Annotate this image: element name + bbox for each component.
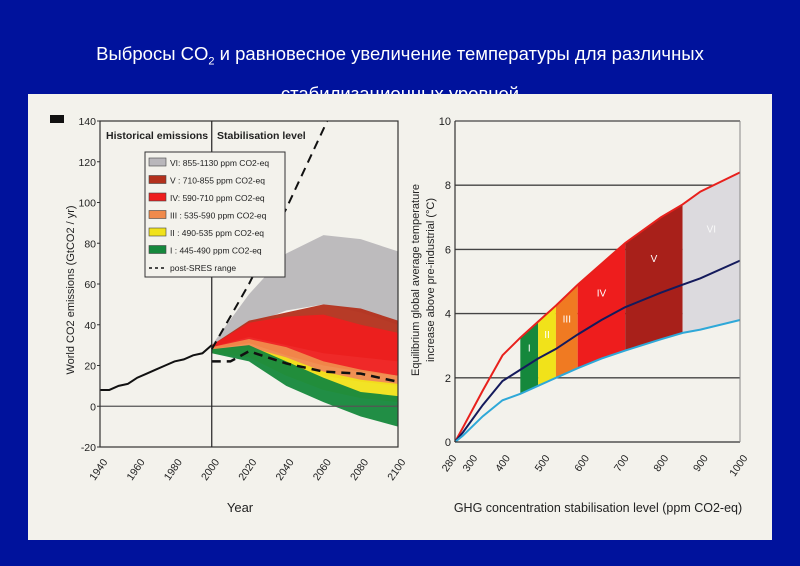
legend-label: post-SRES range bbox=[170, 263, 236, 273]
y-tick-label: 20 bbox=[84, 361, 96, 373]
y-axis-title-line1: Equilibrium global average temperature bbox=[410, 184, 422, 376]
y-axis-title: World CO2 emissions (GtCO2 / yr) bbox=[65, 205, 77, 374]
section-label-historical: Historical emissions bbox=[106, 130, 208, 142]
legend-swatch bbox=[148, 245, 167, 254]
section-label-stabilisation: Stabilisation level bbox=[217, 130, 306, 142]
band-I bbox=[520, 321, 539, 394]
x-tick-label: 400 bbox=[493, 453, 513, 474]
x-tick-label: 1980 bbox=[162, 457, 185, 483]
band-label: I bbox=[528, 344, 531, 355]
legend-swatch bbox=[148, 157, 167, 167]
y-axis-title-line2: increase above pre-industrial (°C) bbox=[425, 198, 437, 362]
legend-label: III : 535-590 ppm CO2-eq bbox=[170, 211, 267, 221]
x-axis-title: Year bbox=[227, 500, 254, 515]
legend: VI: 855-1130 ppm CO2-eq V : 710-855 ppm C… bbox=[144, 151, 286, 278]
x-tick-label: 2040 bbox=[273, 457, 296, 483]
legend-swatch bbox=[148, 192, 167, 202]
y-tick-label: 80 bbox=[84, 238, 96, 250]
legend-label: II : 490-535 ppm CO2-eq bbox=[170, 228, 264, 238]
x-axis-title: GHG concentration stabilisation level (p… bbox=[454, 501, 742, 515]
band-IV bbox=[211, 314, 398, 376]
historical-emissions-line bbox=[100, 344, 213, 391]
band-II bbox=[538, 305, 556, 386]
x-tick-label: 280 bbox=[440, 453, 460, 474]
y-tick-label: 140 bbox=[78, 116, 96, 128]
curve-best-estimate bbox=[454, 259, 741, 443]
band-VI bbox=[682, 172, 740, 333]
y-tick-label: 100 bbox=[78, 198, 96, 210]
y-tick-label: -20 bbox=[81, 442, 96, 454]
black-marker bbox=[50, 115, 64, 123]
band-V bbox=[625, 204, 683, 351]
legend-swatch bbox=[148, 227, 167, 237]
x-tick-label: 2000 bbox=[199, 457, 222, 483]
y-tick-label: 0 bbox=[90, 401, 96, 413]
band-label: V bbox=[651, 254, 658, 265]
y-tick-label: 60 bbox=[84, 279, 96, 291]
legend-label: VI: 855-1130 ppm CO2-eq bbox=[170, 158, 269, 168]
band-label: II bbox=[544, 330, 550, 341]
title-line-1: Выбросы CO2 и равновесное увеличение тем… bbox=[96, 43, 704, 68]
y-tick-label: 2 bbox=[445, 373, 451, 385]
x-tick-label: 600 bbox=[572, 453, 592, 474]
x-tick-label: 300 bbox=[460, 453, 480, 474]
band-VI bbox=[211, 235, 398, 346]
x-tick-label: 2060 bbox=[311, 457, 334, 483]
x-tick-label: 800 bbox=[651, 453, 671, 474]
x-tick-label: 1000 bbox=[727, 453, 750, 479]
y-tick-label: 8 bbox=[445, 180, 451, 192]
x-tick-label: 2080 bbox=[348, 457, 371, 483]
legend-swatch bbox=[148, 210, 167, 219]
band-label: VI bbox=[707, 225, 716, 236]
legend-swatch bbox=[148, 175, 167, 184]
x-tick-label: 2020 bbox=[236, 457, 259, 483]
x-tick-label: 1940 bbox=[87, 457, 110, 483]
x-tick-label: 500 bbox=[533, 453, 553, 474]
x-tick-label: 700 bbox=[612, 453, 632, 474]
band-label: IV bbox=[597, 288, 607, 299]
legend-box bbox=[144, 151, 286, 278]
x-tick-label: 900 bbox=[691, 453, 711, 474]
legend-label: IV: 590-710 ppm CO2-eq bbox=[170, 193, 265, 203]
x-tick-label: 2100 bbox=[385, 457, 408, 483]
y-tick-label: 6 bbox=[445, 244, 451, 256]
band-label: III bbox=[563, 314, 571, 325]
band-IV bbox=[577, 242, 626, 369]
curve-lower bbox=[454, 319, 741, 443]
legend-label: V : 710-855 ppm CO2-eq bbox=[170, 176, 265, 186]
post-sres-upper-line bbox=[210, 120, 329, 350]
band-III bbox=[555, 284, 578, 378]
curve-upper bbox=[454, 171, 741, 443]
x-tick-label: 1960 bbox=[124, 457, 147, 483]
y-tick-label: 10 bbox=[439, 116, 451, 128]
y-tick-label: 4 bbox=[445, 309, 451, 321]
y-tick-label: 120 bbox=[78, 157, 96, 169]
y-tick-label: 40 bbox=[84, 320, 96, 332]
legend-label: I : 445-490 ppm CO2-eq bbox=[170, 246, 262, 256]
post-sres-lower-line bbox=[211, 349, 399, 384]
y-tick-label: 0 bbox=[445, 437, 451, 449]
